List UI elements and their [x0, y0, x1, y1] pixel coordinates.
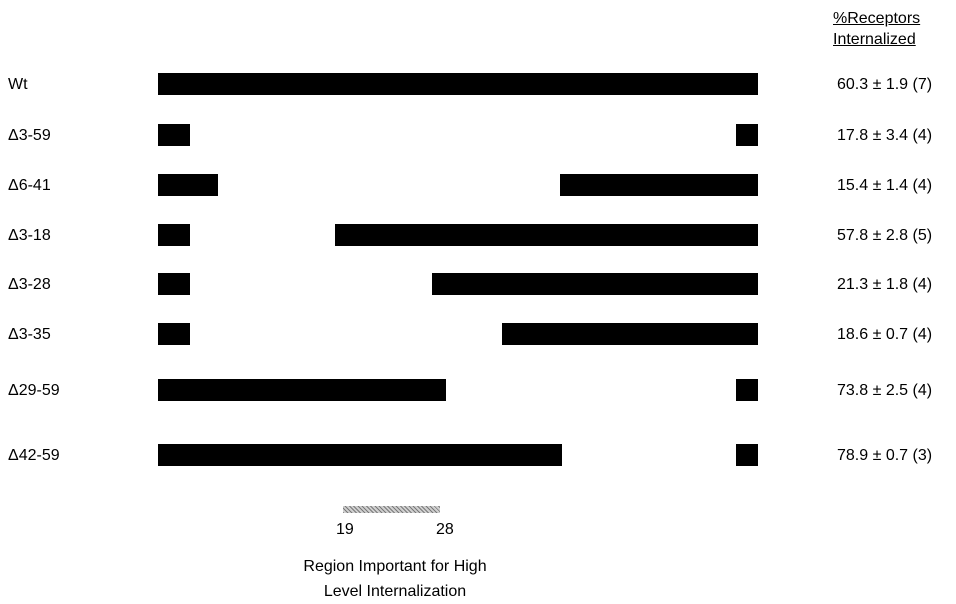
retained-segment-c-terminal [335, 224, 758, 246]
construct-row-d29-59: Δ29-59 73.8 ± 2.5 (4) [0, 379, 956, 403]
construct-row-d3-59: Δ3-59 17.8 ± 3.4 (4) [0, 124, 956, 148]
retained-segment-c-terminal [560, 174, 758, 196]
retained-segment [158, 73, 758, 95]
retained-segment-n-terminal [158, 444, 562, 466]
construct-label: Δ42-59 [8, 447, 60, 464]
retained-segment-c-terminal [736, 444, 758, 466]
region-start-label: 19 [336, 521, 354, 538]
internalization-value: 78.9 ± 0.7 (3) [837, 447, 933, 464]
header-percent-internalized: %Receptors Internalized [833, 8, 920, 50]
retained-segment-c-terminal [736, 124, 758, 146]
region-caption-line-2: Level Internalization [323, 583, 467, 600]
header-line-1: %Receptors [833, 10, 921, 27]
retained-segment-c-terminal [736, 379, 758, 401]
construct-row-d42-59: Δ42-59 78.9 ± 0.7 (3) [0, 444, 956, 468]
construct-label: Δ3-28 [8, 276, 51, 293]
internalization-value: 18.6 ± 0.7 (4) [837, 326, 933, 343]
construct-row-wt: Wt 60.3 ± 1.9 (7) [0, 73, 956, 97]
retained-segment-c-terminal [502, 323, 758, 345]
construct-label: Δ3-59 [8, 127, 51, 144]
region-caption-line-1: Region Important for High [303, 558, 487, 575]
region-end-label: 28 [436, 521, 454, 538]
retained-segment-n-terminal [158, 174, 218, 196]
retained-segment-n-terminal [158, 379, 446, 401]
internalization-value: 73.8 ± 2.5 (4) [837, 382, 933, 399]
internalization-value: 21.3 ± 1.8 (4) [837, 276, 933, 293]
region-important-bar [343, 506, 440, 513]
internalization-value: 17.8 ± 3.4 (4) [837, 127, 933, 144]
retained-segment-n-terminal [158, 273, 190, 295]
construct-row-d3-18: Δ3-18 57.8 ± 2.8 (5) [0, 224, 956, 248]
internalization-value: 57.8 ± 2.8 (5) [837, 227, 933, 244]
construct-row-d3-35: Δ3-35 18.6 ± 0.7 (4) [0, 323, 956, 347]
construct-row-d6-41: Δ6-41 15.4 ± 1.4 (4) [0, 174, 956, 198]
internalization-value: 15.4 ± 1.4 (4) [837, 177, 933, 194]
retained-segment-n-terminal [158, 323, 190, 345]
retained-segment-n-terminal [158, 124, 190, 146]
construct-label: Wt [8, 76, 28, 93]
retained-segment-n-terminal [158, 224, 190, 246]
construct-label: Δ29-59 [8, 382, 60, 399]
construct-row-d3-28: Δ3-28 21.3 ± 1.8 (4) [0, 273, 956, 297]
internalization-value: 60.3 ± 1.9 (7) [837, 76, 933, 93]
construct-label: Δ3-35 [8, 326, 51, 343]
retained-segment-c-terminal [432, 273, 758, 295]
construct-label: Δ3-18 [8, 227, 51, 244]
construct-label: Δ6-41 [8, 177, 51, 194]
header-line-2: Internalized [833, 31, 916, 48]
